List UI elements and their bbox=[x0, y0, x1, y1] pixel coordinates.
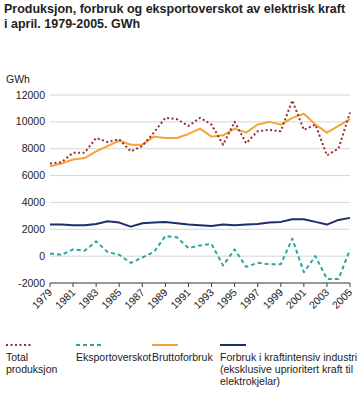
x-tick-label: 1989 bbox=[145, 286, 170, 311]
series-line bbox=[50, 236, 350, 279]
chart: GWh-200002000400060008000100001200019791… bbox=[0, 0, 364, 396]
grid-line bbox=[50, 121, 350, 122]
x-tick-label: 1995 bbox=[214, 286, 239, 311]
x-tick-label: 1979 bbox=[29, 286, 54, 311]
y-tick-label: 2000 bbox=[22, 223, 46, 235]
x-tick bbox=[303, 283, 304, 287]
legend-label: Eksportoverskot bbox=[76, 351, 146, 363]
grid-line bbox=[50, 95, 350, 96]
x-tick-label: 1987 bbox=[122, 286, 147, 311]
y-label: GWh bbox=[6, 73, 30, 85]
grid-line bbox=[50, 229, 350, 230]
legend-swatch bbox=[6, 344, 32, 346]
legend-label: Forbruk i kraftintensiv industri (eksklu… bbox=[220, 351, 360, 387]
x-tick-label: 1981 bbox=[52, 286, 77, 311]
x-tick bbox=[188, 283, 189, 287]
x-tick bbox=[211, 283, 212, 287]
x-tick-label: 2005 bbox=[329, 286, 354, 311]
y-tick-label: 4000 bbox=[22, 196, 46, 208]
x-tick bbox=[142, 283, 143, 287]
x-tick bbox=[326, 283, 327, 287]
legend-swatch bbox=[152, 344, 178, 346]
y-tick-label: 0 bbox=[39, 250, 45, 262]
grid-line bbox=[50, 175, 350, 176]
grid-line bbox=[50, 283, 350, 284]
series-line bbox=[50, 100, 350, 163]
legend-label: Total produksjon bbox=[6, 351, 68, 375]
x-tick bbox=[96, 283, 97, 287]
grid-line bbox=[50, 256, 350, 257]
x-tick-label: 1993 bbox=[191, 286, 216, 311]
plot-area bbox=[50, 100, 350, 279]
x-tick bbox=[280, 283, 281, 287]
y-tick-label: 12000 bbox=[16, 89, 45, 101]
x-tick bbox=[50, 283, 51, 287]
x-tick-label: 1983 bbox=[76, 286, 101, 311]
legend-label: Bruttoforbruk bbox=[152, 351, 214, 363]
legend-swatch bbox=[220, 344, 246, 346]
y-tick-label: 10000 bbox=[16, 115, 45, 127]
x-tick-label: 1985 bbox=[99, 286, 124, 311]
x-axis bbox=[50, 283, 350, 284]
y-tick-label: 6000 bbox=[22, 169, 46, 181]
x-tick bbox=[119, 283, 120, 287]
grid-line bbox=[50, 148, 350, 149]
y-tick-label: -2000 bbox=[18, 277, 45, 289]
title: Produksjon, forbruk og eksportoverskot a… bbox=[4, 2, 349, 32]
legend-swatch bbox=[76, 344, 102, 346]
series-line bbox=[50, 218, 350, 227]
x-tick-label: 1997 bbox=[237, 286, 262, 311]
x-tick bbox=[257, 283, 258, 287]
x-tick bbox=[234, 283, 235, 287]
y-tick-label: 8000 bbox=[22, 142, 46, 154]
x-tick-label: 2001 bbox=[283, 286, 308, 311]
x-tick-label: 1991 bbox=[168, 286, 193, 311]
grid-line bbox=[50, 202, 350, 203]
x-tick bbox=[350, 283, 351, 287]
x-tick-label: 2003 bbox=[306, 286, 331, 311]
x-tick bbox=[73, 283, 74, 287]
x-tick bbox=[165, 283, 166, 287]
x-tick-label: 1999 bbox=[260, 286, 285, 311]
